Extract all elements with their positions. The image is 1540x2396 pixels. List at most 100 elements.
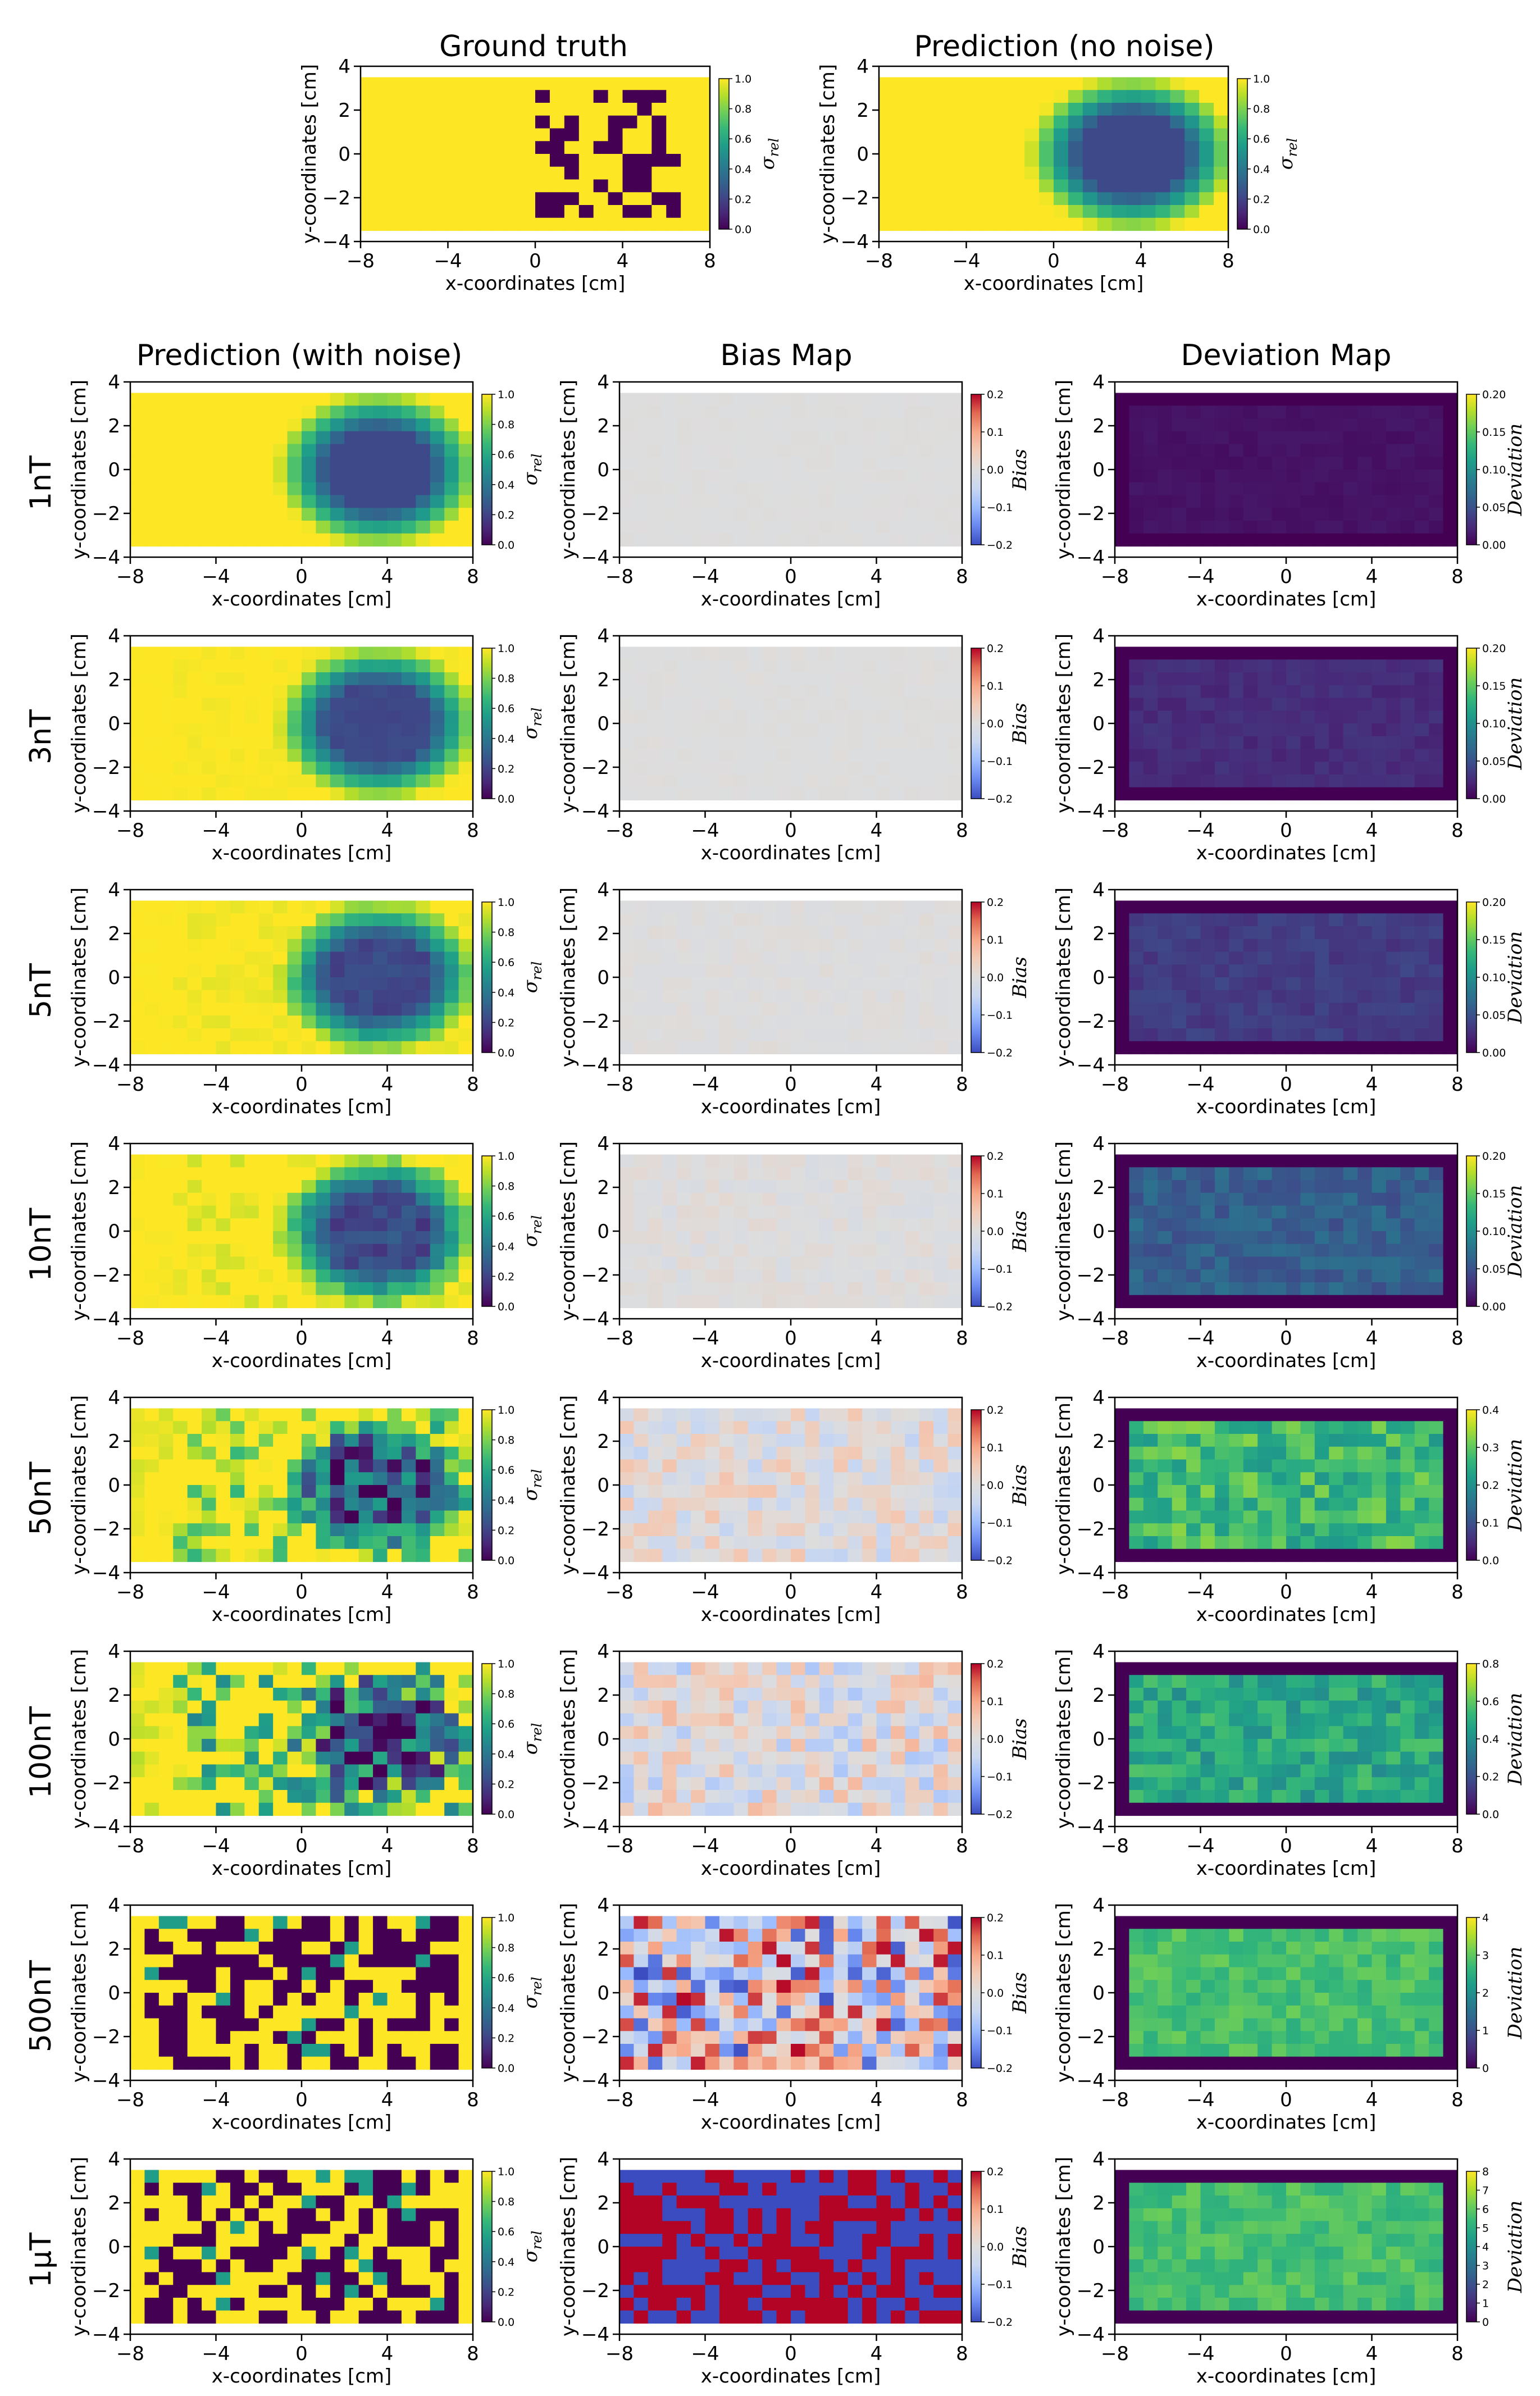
heatmap-cell bbox=[158, 698, 174, 711]
heatmap-cell bbox=[1010, 192, 1025, 206]
heatmap-cell bbox=[691, 495, 706, 508]
heatmap-cell bbox=[1372, 1282, 1387, 1296]
heatmap-cell bbox=[1429, 939, 1444, 953]
heatmap-cell bbox=[458, 393, 473, 406]
heatmap-cell bbox=[401, 1218, 416, 1232]
heatmap-cell bbox=[1414, 1192, 1429, 1206]
heatmap-cell bbox=[144, 1015, 160, 1029]
heatmap-cell bbox=[776, 787, 791, 801]
heatmap-cell bbox=[1286, 406, 1301, 419]
colorbar-tick-label: 0.8 bbox=[498, 1181, 514, 1193]
heatmap-cell bbox=[244, 1295, 259, 1309]
heatmap-cell bbox=[648, 1434, 663, 1447]
heatmap-cell bbox=[719, 990, 734, 1004]
heatmap-cell bbox=[1158, 698, 1173, 711]
heatmap-cell bbox=[130, 457, 145, 470]
y-tick-label: 0 bbox=[108, 1474, 120, 1497]
heatmap-cell bbox=[848, 977, 863, 991]
heatmap-cell bbox=[344, 787, 359, 801]
heatmap-cell bbox=[144, 1421, 160, 1434]
heatmap-cell bbox=[387, 787, 402, 801]
heatmap-cell bbox=[1039, 103, 1054, 116]
heatmap-cell bbox=[922, 205, 938, 218]
heatmap-cell bbox=[173, 1295, 188, 1309]
heatmap-cell bbox=[316, 1282, 331, 1296]
x-tick-label: −8 bbox=[605, 566, 634, 588]
heatmap-cell bbox=[416, 1231, 431, 1245]
heatmap-cell bbox=[287, 1548, 302, 1563]
heatmap-cell bbox=[947, 762, 963, 775]
heatmap-cell bbox=[648, 964, 663, 978]
heatmap-cell bbox=[316, 977, 331, 991]
colorbar bbox=[481, 1155, 493, 1307]
heatmap-cell bbox=[1243, 1243, 1258, 1258]
heatmap-cell bbox=[676, 775, 691, 788]
heatmap-cell bbox=[1158, 775, 1173, 788]
heatmap-cell bbox=[1243, 646, 1258, 660]
heatmap-cell bbox=[705, 926, 720, 940]
heatmap-cell bbox=[1039, 154, 1054, 167]
heatmap-cell bbox=[919, 1180, 934, 1194]
heatmap-cell bbox=[1143, 964, 1158, 978]
heatmap-cell bbox=[848, 787, 863, 801]
heatmap-cell bbox=[1172, 521, 1187, 534]
heatmap-cell bbox=[1200, 482, 1215, 496]
heatmap-cell bbox=[1158, 1256, 1173, 1270]
heatmap-cell bbox=[273, 900, 288, 914]
heatmap-cell bbox=[302, 990, 317, 1004]
heatmap-cell bbox=[358, 431, 373, 445]
heatmap-cell bbox=[1372, 913, 1387, 927]
heatmap-cell bbox=[648, 1231, 663, 1245]
heatmap-cell bbox=[905, 418, 920, 432]
heatmap-cell bbox=[330, 723, 345, 737]
heatmap-cell bbox=[593, 128, 609, 142]
heatmap-cell bbox=[1386, 418, 1401, 432]
heatmap-cell bbox=[130, 521, 145, 534]
heatmap-cell bbox=[1229, 672, 1244, 686]
heatmap-cell bbox=[1010, 128, 1025, 142]
heatmap-cell bbox=[1129, 533, 1144, 547]
heatmap-cell bbox=[676, 457, 691, 470]
heatmap-cell bbox=[373, 431, 388, 445]
heatmap-cell bbox=[947, 431, 963, 445]
heatmap-cell bbox=[258, 1510, 274, 1524]
heatmap-cell bbox=[648, 1218, 663, 1232]
heatmap-cell bbox=[202, 1548, 217, 1563]
heatmap-cell bbox=[862, 1231, 877, 1245]
heatmap-cell bbox=[1443, 926, 1458, 940]
heatmap-cell bbox=[273, 775, 288, 788]
heatmap-cell bbox=[862, 1446, 877, 1460]
heatmap-cell bbox=[748, 1408, 763, 1422]
heatmap-cell bbox=[1229, 1256, 1244, 1270]
heatmap-cell bbox=[619, 1282, 635, 1296]
heatmap-cell bbox=[564, 217, 580, 231]
heatmap-cell bbox=[1229, 990, 1244, 1004]
heatmap-cell bbox=[187, 418, 202, 432]
heatmap-cell bbox=[1372, 1205, 1387, 1219]
heatmap-cell bbox=[358, 1015, 373, 1029]
heatmap-cell bbox=[748, 1180, 763, 1194]
heatmap-cell bbox=[1257, 775, 1273, 788]
heatmap-cell bbox=[1443, 723, 1458, 737]
heatmap-cell bbox=[1172, 685, 1187, 699]
heatmap-cell bbox=[1172, 1243, 1187, 1258]
heatmap-cell bbox=[691, 1256, 706, 1270]
colorbar-tick-label: 1.0 bbox=[498, 389, 514, 401]
heatmap-cell bbox=[662, 977, 677, 991]
heatmap-cell bbox=[947, 1041, 963, 1055]
heatmap-cell bbox=[302, 1523, 317, 1537]
heatmap-cell bbox=[748, 926, 763, 940]
heatmap-cell bbox=[1443, 977, 1458, 991]
heatmap-cell bbox=[1286, 951, 1301, 965]
heatmap-cell bbox=[833, 939, 849, 953]
heatmap-cell bbox=[833, 736, 849, 750]
heatmap-cell bbox=[947, 646, 963, 660]
heatmap-cell bbox=[876, 990, 891, 1004]
heatmap-cell bbox=[535, 103, 550, 116]
heatmap-cell bbox=[776, 951, 791, 965]
heatmap-cell bbox=[676, 444, 691, 457]
heatmap-cell bbox=[1172, 1028, 1187, 1042]
heatmap-cell bbox=[619, 1180, 635, 1194]
heatmap-cell bbox=[358, 1446, 373, 1460]
heatmap-cell bbox=[361, 217, 376, 231]
